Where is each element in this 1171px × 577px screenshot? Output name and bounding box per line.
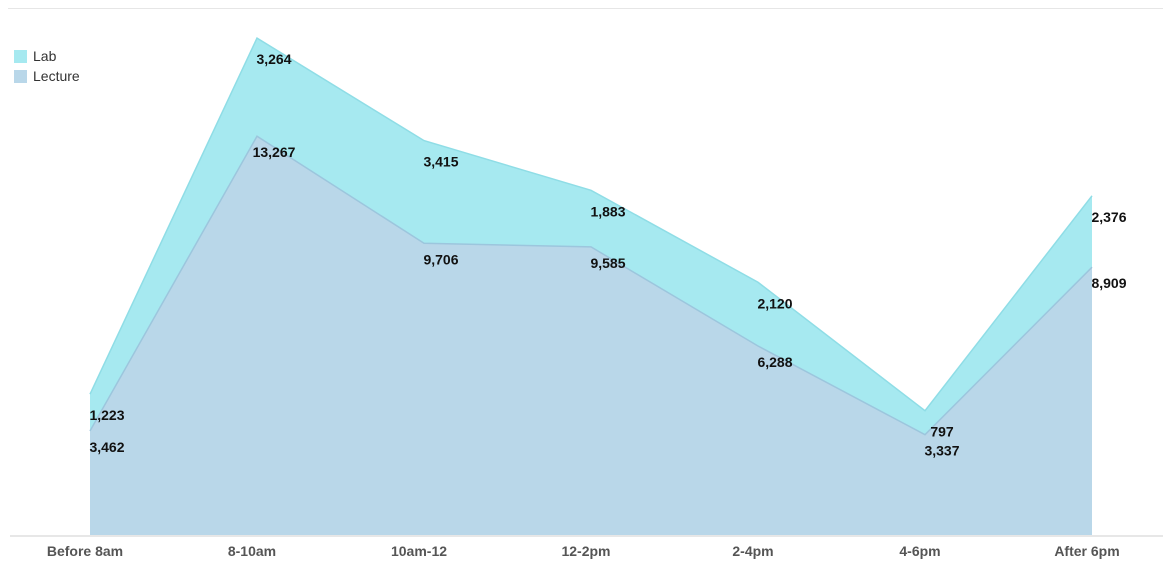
- data-label-lecture: 8,909: [1091, 275, 1126, 291]
- x-tick-label: 10am-12: [391, 543, 447, 559]
- data-label-lecture: 6,288: [757, 354, 792, 370]
- data-label-lecture: 3,462: [89, 439, 124, 455]
- x-tick-label: After 6pm: [1054, 543, 1119, 559]
- legend-label-lecture: Lecture: [33, 68, 80, 84]
- legend-item-lab[interactable]: Lab: [14, 46, 80, 66]
- area-lecture: [90, 136, 1092, 535]
- x-tick-label: 4-6pm: [899, 543, 940, 559]
- data-label-lecture: 9,706: [423, 251, 458, 267]
- legend-label-lab: Lab: [33, 48, 57, 64]
- data-label-lab: 2,120: [757, 295, 792, 311]
- x-tick-label: 8-10am: [228, 543, 276, 559]
- legend-item-lecture[interactable]: Lecture: [14, 66, 80, 86]
- legend-swatch-lecture: [14, 69, 27, 83]
- data-label-lab: 3,264: [256, 51, 291, 67]
- legend-swatch-lab: [14, 49, 27, 63]
- legend: Lab Lecture: [14, 46, 80, 86]
- data-label-lecture: 9,585: [590, 255, 625, 271]
- data-label-lab: 3,415: [423, 154, 458, 170]
- area-lab: [90, 38, 1092, 435]
- data-label-lab: 797: [930, 424, 954, 440]
- data-label-lab: 1,883: [590, 203, 625, 219]
- x-tick-label: 12-2pm: [561, 543, 610, 559]
- x-tick-label: Before 8am: [47, 543, 123, 559]
- data-label-lab: 2,376: [1091, 209, 1126, 225]
- chart-frame: [8, 8, 1163, 571]
- x-tick-label: 2-4pm: [732, 543, 773, 559]
- line-lecture: [89, 135, 1093, 436]
- data-label-lecture: 13,267: [253, 144, 296, 160]
- data-label-lecture: 3,337: [924, 443, 959, 459]
- data-label-lab: 1,223: [89, 407, 124, 423]
- line-lab: [89, 37, 1093, 412]
